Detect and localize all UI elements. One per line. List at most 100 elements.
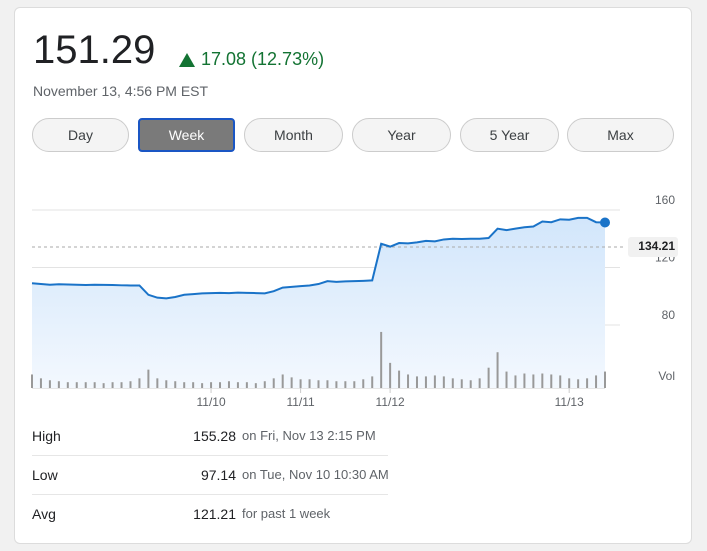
y-tick-label: 80 — [662, 308, 676, 322]
volume-bar — [308, 379, 311, 388]
volume-bar — [460, 379, 463, 388]
volume-bar — [487, 367, 490, 388]
price-area — [32, 217, 605, 388]
stat-label: Avg — [32, 506, 56, 522]
price: 151.29 — [33, 28, 156, 72]
volume-bar — [84, 382, 87, 388]
previous-close-box — [628, 237, 678, 258]
volume-bar — [469, 380, 472, 388]
y-tick-label: 160 — [655, 193, 675, 207]
volume-bar — [344, 381, 347, 388]
volume-bar — [183, 382, 186, 388]
volume-bar — [380, 331, 383, 388]
range-tab[interactable]: Day — [32, 118, 129, 152]
volume-bar — [317, 380, 320, 388]
volume-bar — [398, 370, 401, 388]
volume-bar — [75, 382, 78, 388]
volume-bar — [254, 383, 257, 388]
volume-bar — [174, 381, 177, 388]
volume-bar — [147, 369, 150, 388]
volume-bar — [559, 375, 562, 388]
range-tab[interactable]: Year — [352, 118, 451, 152]
volume-bar — [407, 374, 410, 388]
change-text: 17.08 (12.73%) — [201, 49, 325, 69]
x-tick-label: 11/11 — [286, 395, 315, 409]
volume-bar — [326, 380, 329, 388]
volume-bar — [299, 379, 302, 388]
volume-bar — [48, 380, 51, 388]
volume-bar — [415, 376, 418, 388]
volume-bar — [129, 381, 132, 388]
volume-bar — [568, 378, 571, 388]
volume-bar — [478, 378, 481, 388]
volume-bar — [245, 382, 248, 388]
volume-bar — [371, 376, 374, 388]
volume-bar — [353, 381, 356, 388]
volume-bar — [156, 378, 159, 388]
volume-bar — [165, 380, 168, 388]
range-tab[interactable]: Month — [244, 118, 343, 152]
volume-bar — [272, 378, 275, 388]
volume-bar — [281, 374, 284, 388]
up-arrow — [179, 53, 195, 67]
volume-bar — [424, 376, 427, 388]
volume-bar — [210, 382, 213, 388]
volume-bar — [550, 374, 553, 388]
volume-bar — [236, 382, 239, 388]
stat-row: Low 97.14 on Tue, Nov 10 10:30 AM — [32, 455, 389, 495]
volume-bar — [532, 374, 535, 388]
volume-bar — [93, 382, 96, 388]
volume-bar — [31, 374, 33, 388]
volume-label: Vol — [658, 369, 675, 383]
x-tick-label: 11/10 — [196, 395, 225, 409]
last-point — [600, 217, 610, 228]
timestamp: November 13, 4:56 PM EST — [33, 83, 209, 99]
stat-row: High 155.28 on Fri, Nov 13 2:15 PM — [32, 416, 388, 456]
range-tab[interactable]: 5 Year — [460, 118, 559, 152]
price-change: 17.08 (12.73%) — [179, 49, 324, 70]
volume-bar — [595, 375, 598, 388]
stat-value: 155.28 — [193, 428, 236, 444]
volume-bar — [111, 382, 114, 388]
volume-bar — [227, 381, 230, 388]
stat-detail: for past 1 week — [242, 506, 331, 521]
volume-bar — [138, 378, 141, 388]
stat-value: 121.21 — [193, 506, 236, 522]
volume-bar — [541, 373, 544, 388]
volume-bar — [577, 379, 580, 388]
volume-bar — [192, 382, 195, 388]
volume-bar — [263, 381, 266, 388]
previous-close-label: 134.21 — [638, 239, 675, 253]
volume-bar — [586, 378, 589, 388]
volume-bar — [120, 382, 123, 388]
volume-bar — [514, 375, 517, 388]
range-tab[interactable]: Max — [567, 118, 674, 152]
volume-bar — [433, 375, 436, 388]
stat-label: Low — [32, 467, 58, 483]
volume-bar — [362, 379, 365, 388]
volume-bar — [442, 376, 445, 388]
stat-value: 97.14 — [200, 467, 236, 483]
price-line — [31, 216, 606, 300]
volume-bar — [335, 381, 338, 388]
volume-bar — [219, 382, 222, 388]
volume-bar — [57, 381, 60, 388]
volume-bar — [201, 383, 204, 388]
volume-bar — [604, 371, 606, 388]
stat-row: Avg 121.21 for past 1 week — [32, 494, 388, 533]
x-tick-label: 11/12 — [376, 395, 405, 409]
volume-bar — [66, 382, 69, 388]
volume-bar — [496, 352, 499, 388]
volume-bar — [389, 362, 392, 388]
volume-bar — [39, 378, 42, 388]
range-tab[interactable]: Week — [138, 118, 235, 152]
volume-bar — [290, 377, 293, 388]
volume-bar — [523, 373, 526, 388]
stat-detail: on Fri, Nov 13 2:15 PM — [242, 428, 376, 443]
volume-bar — [505, 371, 508, 388]
volume-bar — [102, 383, 105, 388]
x-tick-label: 11/13 — [555, 395, 584, 409]
volume-bar — [451, 378, 454, 388]
stat-detail: on Tue, Nov 10 10:30 AM — [242, 467, 389, 482]
